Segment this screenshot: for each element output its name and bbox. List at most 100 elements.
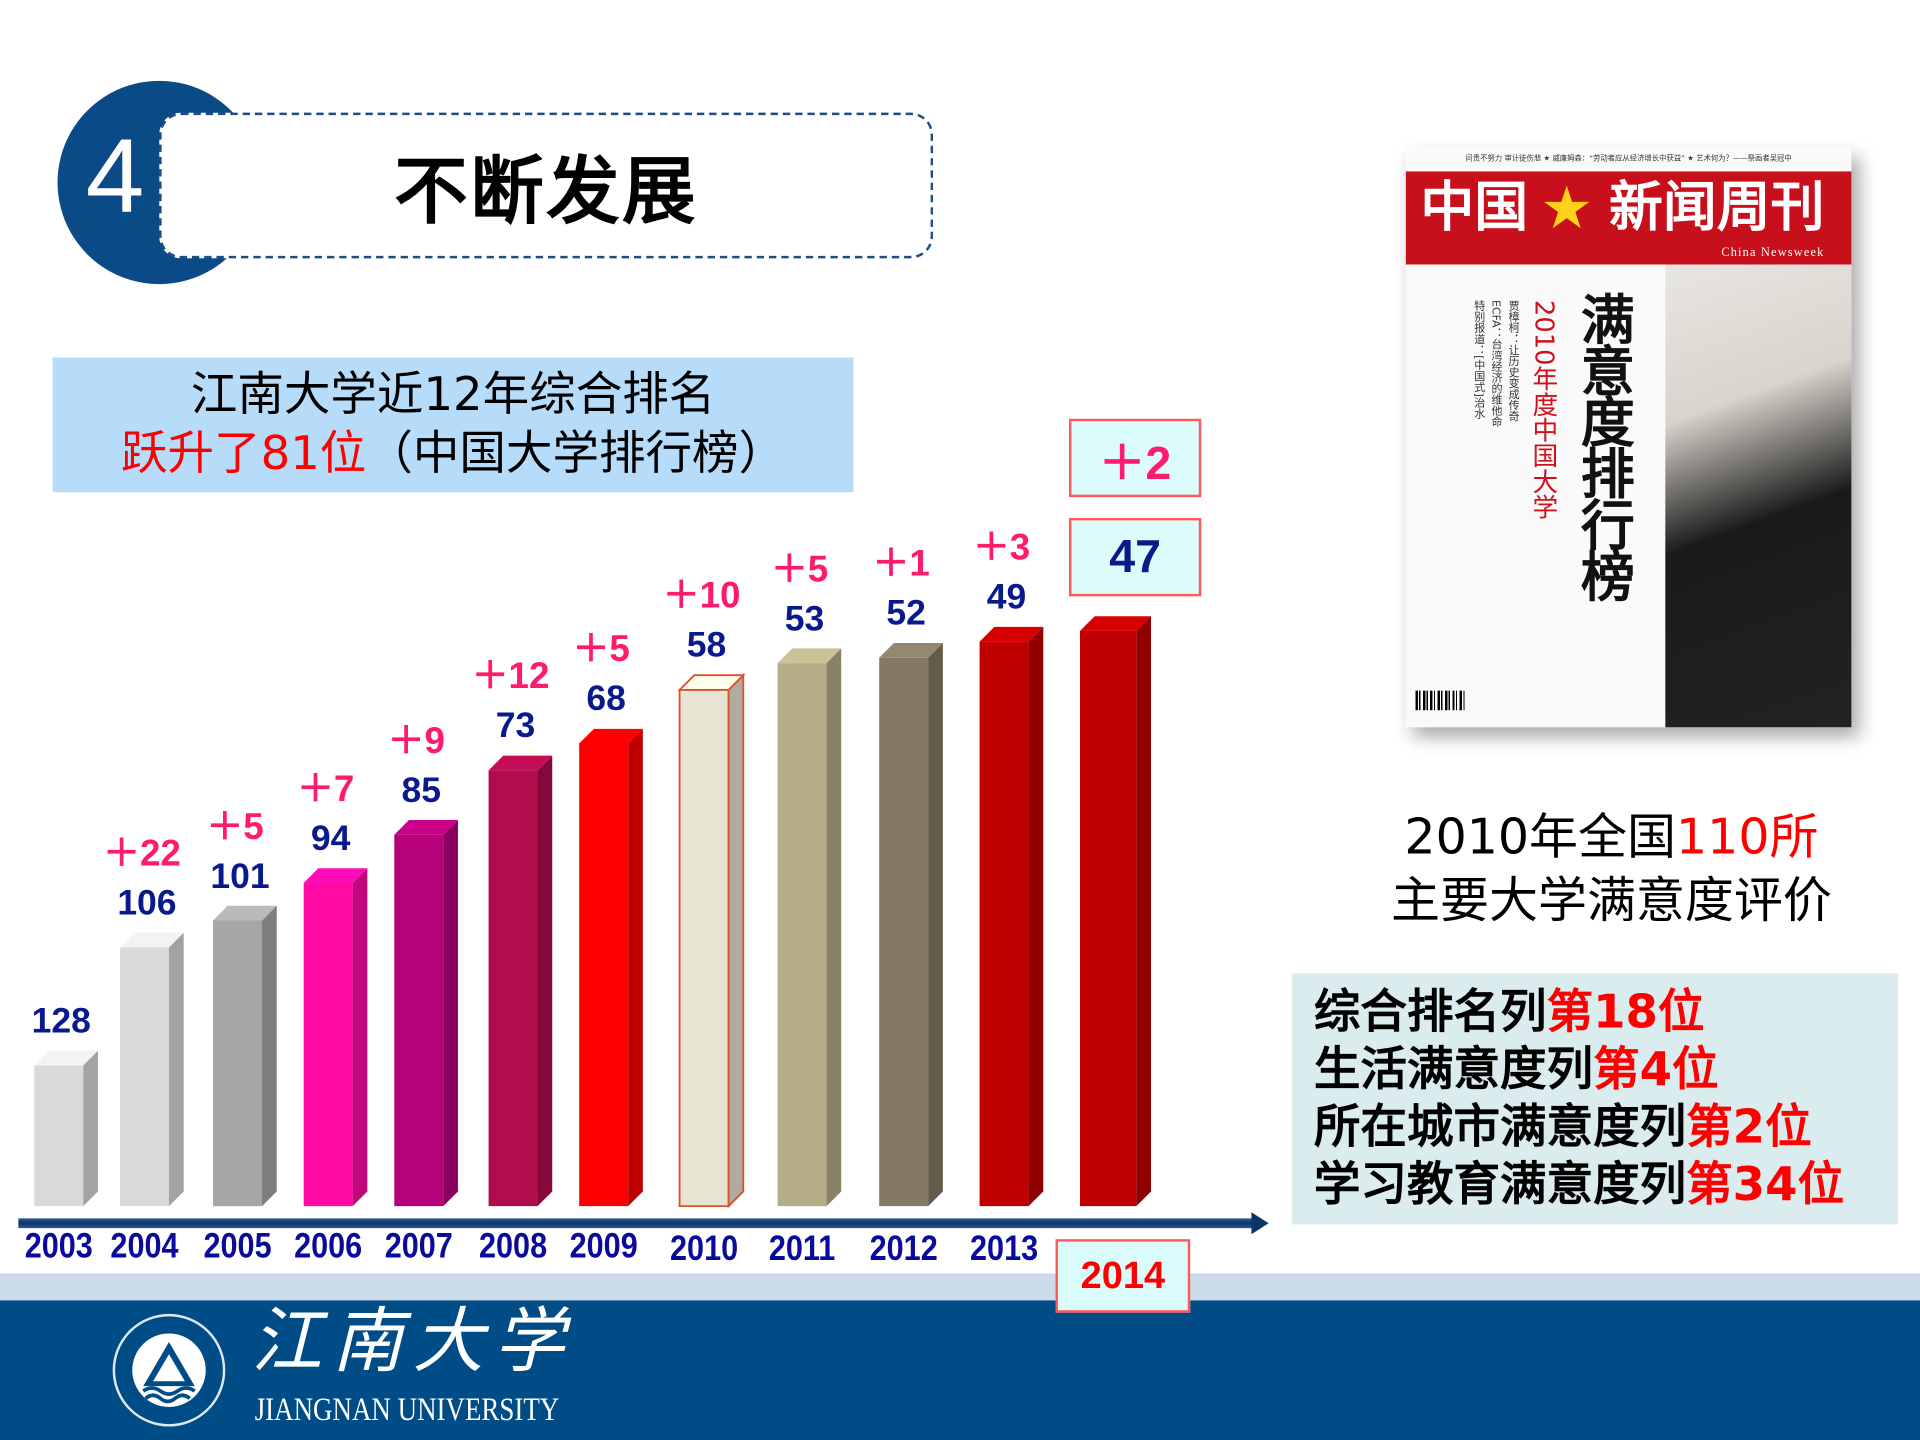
- item-rank: 第4位: [1593, 1042, 1719, 1096]
- bar-side-2006: [352, 868, 368, 1207]
- footer: [0, 1300, 1920, 1440]
- bar-2005: [213, 920, 263, 1207]
- ranking-summary-line2: 跃升了81位（中国大学排行榜）: [53, 424, 854, 483]
- year-label: 2012: [869, 1229, 938, 1269]
- bar-top-2014: [1080, 616, 1152, 631]
- year-label: 2005: [203, 1226, 272, 1267]
- cover-title: 满意度排行榜: [1571, 291, 1634, 601]
- satisfaction-results-box: 综合排名列第18位 生活满意度列第4位 所在城市满意度列第2位 学习教育满意度列…: [1291, 973, 1898, 1225]
- change-label: ＋5: [771, 549, 829, 590]
- bar-2006: [303, 882, 353, 1207]
- bar-2011: [777, 663, 827, 1207]
- satisfaction-item: 综合排名列第18位: [1314, 983, 1898, 1041]
- bar-top-2003: [34, 1050, 98, 1066]
- page-title: 不断发展: [394, 149, 698, 236]
- value-label: 128: [31, 1001, 91, 1041]
- value-box-2014: 47: [1068, 517, 1202, 597]
- satisfaction-item: 学习教育满意度列第34位: [1314, 1156, 1898, 1214]
- bar-top-2007: [394, 819, 458, 835]
- cover-side-lines: 贾樟柯：让历史变成传奇 ECFA：台湾经济的维他命 特别报道：[中国式]治水: [1469, 300, 1520, 427]
- satisfaction-item: 所在城市满意度列第2位: [1314, 1098, 1898, 1156]
- change-label: ＋22: [103, 833, 181, 874]
- year-label: 2011: [768, 1229, 836, 1269]
- university-logo-english: JIANGNAN UNIVERSITY: [254, 1390, 560, 1428]
- caption-line2: 主要大学满意度评价: [1391, 873, 1832, 930]
- change-label: ＋7: [297, 769, 355, 810]
- year-box-2014-text: 2014: [1080, 1253, 1166, 1297]
- university-logo-chinese: 江南大学: [251, 1299, 575, 1383]
- bar-2014: [1080, 630, 1137, 1207]
- university-emblem-icon: [112, 1313, 226, 1427]
- barcode: [1415, 690, 1465, 711]
- magazine-caption: 2010年全国110所 主要大学满意度评价: [1347, 806, 1876, 933]
- value-box-2014-text: 47: [1109, 530, 1161, 583]
- item-rank: 第18位: [1546, 984, 1705, 1039]
- change-label: ＋12: [471, 656, 550, 697]
- bar-side-2005: [262, 905, 277, 1207]
- bar-side-2003: [83, 1050, 98, 1207]
- value-label: 101: [210, 856, 270, 897]
- bar-2004: [120, 947, 169, 1207]
- bar-side-2004: [168, 932, 184, 1207]
- change-label: ＋1: [872, 543, 930, 585]
- timeline-axis: [18, 1218, 1256, 1229]
- change-label: ＋5: [572, 629, 630, 671]
- ranking-source: （中国大学排行榜）: [366, 426, 786, 481]
- bar-side-2013: [1028, 626, 1044, 1207]
- bar-side-2011: [826, 648, 842, 1207]
- year-label: 2009: [569, 1226, 638, 1267]
- ranking-jump: 跃升了81位: [120, 426, 367, 481]
- bar-2012: [879, 657, 929, 1207]
- value-label: 106: [117, 883, 177, 923]
- value-label: 94: [310, 819, 351, 859]
- change-label: ＋9: [387, 720, 445, 762]
- bar-top-2004: [120, 932, 184, 948]
- change-label: ＋10: [662, 575, 741, 617]
- value-label: 68: [586, 679, 626, 720]
- item-rank: 第34位: [1686, 1157, 1844, 1212]
- change-label: ＋3: [973, 527, 1031, 569]
- item-label: 生活满意度列: [1313, 1042, 1594, 1096]
- bar-side-2010: [727, 672, 745, 1209]
- value-label: 53: [784, 599, 825, 639]
- year-label: 2003: [24, 1226, 93, 1267]
- bar-top-2006: [303, 868, 368, 883]
- bar-2010: [678, 688, 730, 1208]
- bar-top-2012: [879, 643, 943, 658]
- item-label: 所在城市满意度列: [1313, 1099, 1687, 1154]
- bar-2008: [488, 770, 538, 1207]
- value-label: 49: [986, 577, 1027, 618]
- section-number: 4: [85, 117, 145, 236]
- change-label: ＋5: [206, 806, 264, 848]
- value-label: 85: [401, 771, 441, 811]
- change-box-2014: ＋2: [1068, 418, 1202, 498]
- year-label: 2004: [110, 1226, 179, 1267]
- bar-top-2011: [777, 648, 842, 664]
- satisfaction-item: 生活满意度列第4位: [1314, 1041, 1898, 1099]
- item-label: 综合排名列: [1313, 984, 1547, 1039]
- item-rank: 第2位: [1686, 1099, 1812, 1154]
- value-label: 73: [495, 706, 536, 746]
- bar-2007: [394, 834, 444, 1207]
- bar-top-2008: [488, 755, 553, 771]
- bar-top-2013: [979, 626, 1044, 642]
- bar-top-2005: [213, 905, 277, 921]
- magazine-top-line: 问责不努力 审计徒伤悲 ★ 威廉姆森：“劳动者应从经济增长中获益” ★ 艺术何为…: [1465, 154, 1792, 163]
- value-label: 58: [686, 626, 727, 666]
- axis-arrow-icon: [1251, 1212, 1269, 1235]
- graduates-photo: [1665, 264, 1852, 728]
- bar-side-2009: [628, 728, 643, 1207]
- bar-side-2014: [1136, 616, 1152, 1207]
- star-icon: ★: [1540, 173, 1594, 243]
- magazine-masthead-band: [1405, 171, 1852, 265]
- caption-line1: 2010年全国110所: [1347, 806, 1876, 870]
- item-label: 学习教育满意度列: [1313, 1157, 1687, 1212]
- caption-highlight: 110所: [1675, 809, 1819, 866]
- magazine-english-name: China Newsweek: [1721, 246, 1825, 260]
- side-line: 贾樟柯：让历史变成传奇: [1506, 300, 1519, 422]
- side-line: ECFA：台湾经济的维他命: [1488, 300, 1502, 427]
- ranking-bar-chart: [34, 616, 1152, 1209]
- bar-2013: [979, 641, 1029, 1207]
- bar-top-2009: [579, 728, 643, 744]
- year-label: 2008: [479, 1226, 548, 1267]
